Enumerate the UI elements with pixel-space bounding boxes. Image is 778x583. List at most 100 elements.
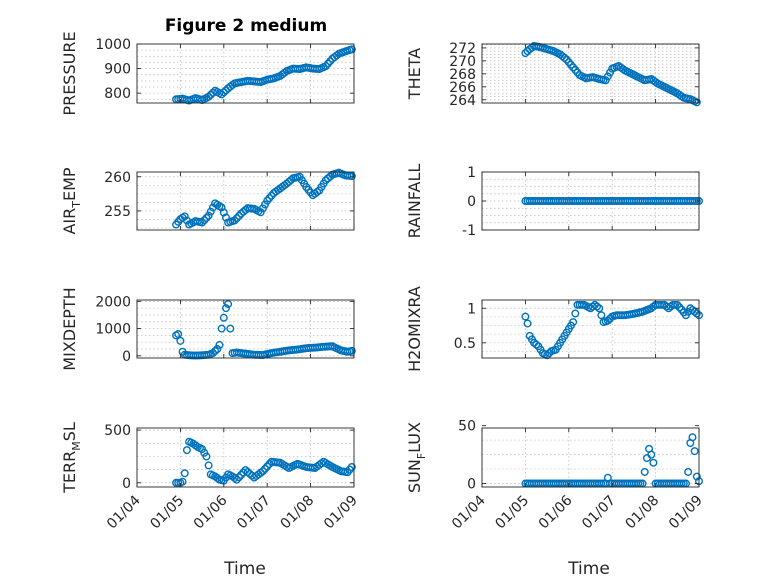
data-point bbox=[584, 303, 593, 312]
y-axis-label: MIXDEPTH bbox=[60, 287, 79, 370]
data-point bbox=[690, 447, 699, 456]
data-point bbox=[300, 179, 309, 188]
data-point bbox=[684, 467, 693, 476]
x-tick-label: 01/08 bbox=[278, 493, 318, 533]
data-point bbox=[558, 52, 567, 61]
y-tick-label: 0.5 bbox=[454, 336, 476, 352]
data-point bbox=[226, 82, 235, 91]
data-point bbox=[603, 72, 612, 81]
data-point bbox=[345, 46, 354, 55]
data-point bbox=[217, 324, 226, 333]
axes-box bbox=[136, 171, 355, 231]
data-point bbox=[593, 302, 602, 311]
y-axis-label: RAINFALL bbox=[405, 164, 424, 239]
x-tick-label: 01/04 bbox=[449, 492, 489, 532]
data-point bbox=[345, 465, 354, 474]
data-point bbox=[326, 461, 335, 470]
data-point bbox=[221, 213, 230, 222]
data-point bbox=[213, 345, 222, 354]
y-axis-label: TERRMSL bbox=[60, 422, 83, 494]
x-axis-label-left: Time bbox=[223, 559, 266, 579]
data-point bbox=[221, 473, 230, 482]
data-point bbox=[284, 177, 293, 186]
data-point bbox=[280, 68, 289, 77]
data-point bbox=[653, 300, 662, 309]
y-tick-label: 1 bbox=[467, 165, 476, 181]
data-point bbox=[692, 309, 701, 318]
data-point bbox=[658, 300, 667, 309]
data-point bbox=[566, 321, 575, 330]
data-point bbox=[221, 304, 230, 313]
data-point bbox=[671, 300, 680, 309]
data-point bbox=[174, 217, 183, 226]
data-point bbox=[341, 467, 350, 476]
data-point bbox=[562, 328, 571, 337]
data-point bbox=[647, 450, 656, 459]
data-point bbox=[204, 211, 213, 220]
y-tick-label: 2000 bbox=[95, 294, 131, 310]
data-point bbox=[319, 179, 328, 188]
data-point bbox=[558, 335, 567, 344]
x-tick-label: 01/08 bbox=[623, 493, 663, 533]
figure-title: Figure 2 medium bbox=[165, 16, 327, 36]
data-point bbox=[232, 214, 241, 223]
data-point bbox=[234, 473, 243, 482]
axes-box bbox=[136, 427, 355, 488]
data-point bbox=[258, 204, 267, 213]
data-point bbox=[234, 211, 243, 220]
x-tick-label: 01/06 bbox=[191, 492, 231, 532]
axes-box bbox=[481, 427, 700, 488]
data-point bbox=[239, 207, 248, 216]
data-point bbox=[215, 202, 224, 211]
data-point bbox=[521, 49, 530, 58]
data-point bbox=[206, 90, 215, 99]
data-point bbox=[274, 72, 283, 81]
x-tick-label: 01/05 bbox=[492, 493, 532, 533]
data-point bbox=[176, 336, 185, 345]
data-point bbox=[278, 70, 287, 79]
y-tick-label: -1 bbox=[462, 223, 476, 239]
data-point bbox=[204, 461, 213, 470]
data-point bbox=[692, 196, 701, 205]
subplot-rainfall: -1 0 1 RAINFALL bbox=[405, 164, 704, 239]
data-point bbox=[248, 204, 257, 213]
data-point bbox=[679, 308, 688, 317]
data-point bbox=[237, 470, 246, 479]
data-point bbox=[649, 458, 658, 467]
data-point bbox=[274, 458, 283, 467]
y-tick-label: 255 bbox=[104, 204, 131, 220]
y-tick-label: 800 bbox=[104, 86, 131, 102]
data-point bbox=[308, 463, 317, 472]
axes-box bbox=[136, 43, 355, 104]
x-tick-label: 01/04 bbox=[104, 492, 144, 532]
x-tick-label: 01/06 bbox=[536, 492, 576, 532]
data-point bbox=[219, 313, 228, 322]
data-point bbox=[527, 335, 536, 344]
y-tick-label: 50 bbox=[458, 419, 476, 435]
data-point bbox=[688, 433, 697, 442]
data-point bbox=[658, 81, 667, 90]
y-axis-label: SUNFLUX bbox=[405, 422, 428, 493]
data-point bbox=[566, 60, 575, 69]
data-point bbox=[606, 68, 615, 77]
data-point bbox=[640, 467, 649, 476]
y-tick-label: 1000 bbox=[95, 37, 131, 53]
y-tick-label: 0 bbox=[467, 477, 476, 493]
data-point bbox=[536, 345, 545, 354]
y-tick-label: 0 bbox=[467, 194, 476, 210]
data-point bbox=[200, 448, 209, 457]
y-tick-label: 0 bbox=[122, 349, 131, 365]
x-tick-label: 01/07 bbox=[579, 493, 619, 533]
data-point bbox=[263, 462, 272, 471]
y-tick-label: 1 bbox=[467, 301, 476, 317]
data-point bbox=[287, 175, 296, 184]
data-point bbox=[200, 216, 209, 225]
subplot-terr_msl: 0 500 01/04 01/05 01/06 01/07 01/08 01/09 TERRMS… bbox=[60, 422, 361, 532]
data-point bbox=[341, 347, 350, 356]
data-point bbox=[632, 71, 641, 80]
data-point bbox=[345, 347, 354, 356]
data-point bbox=[571, 309, 580, 318]
data-point bbox=[532, 340, 541, 349]
